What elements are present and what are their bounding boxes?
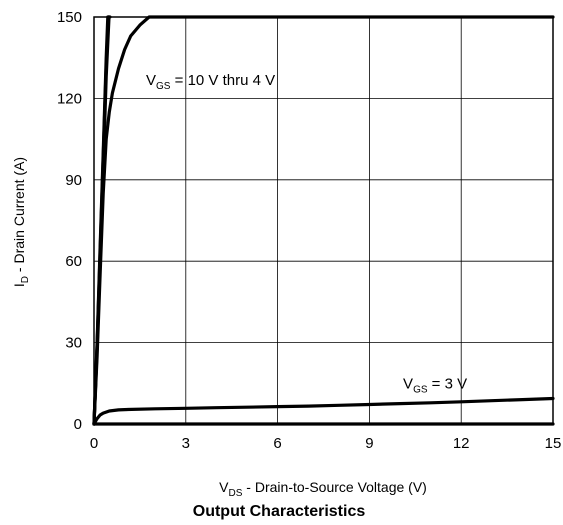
curve-annotation: VGS = 10 V thru 4 V [146,72,275,92]
x-tick-label: 15 [545,435,562,452]
y-tick-label: 90 [65,172,82,189]
y-tick-label: 30 [65,335,82,352]
annotations: VGS = 10 V thru 4 V VGS = 3 V [146,72,467,396]
x-tick-label: 9 [365,435,373,452]
grid [94,17,553,424]
curve-annotation: VGS = 3 V [403,376,467,396]
chart-title: Output Characteristics [193,503,366,520]
x-axis-title: VDS - Drain-to-Source Voltage (V) [219,479,427,499]
curve-vgs-3v [92,396,555,426]
x-tick-label: 0 [90,435,98,452]
x-tick-label: 6 [273,435,281,452]
y-tick-label: 120 [57,90,82,107]
y-tick-label: 0 [74,416,82,433]
x-tick-label: 3 [182,435,190,452]
y-tick-label: 150 [57,9,82,26]
plot-frame [93,16,554,425]
y-axis-title: ID - Drain Current (A) [11,157,31,287]
curves [92,15,555,426]
x-tick-label: 12 [453,435,470,452]
y-tick-label: 60 [65,253,82,270]
curve-vgs-4v [92,15,555,426]
